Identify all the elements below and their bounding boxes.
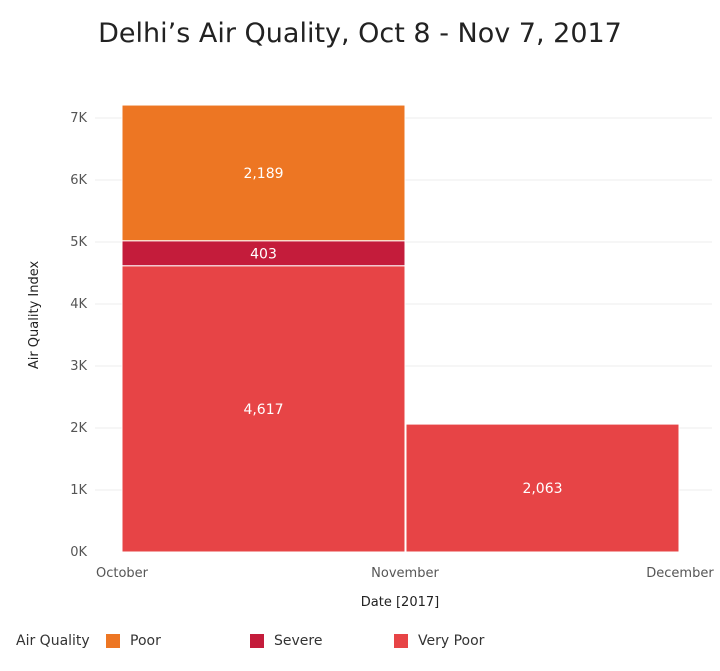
- bars: [121, 104, 680, 553]
- legend-swatch-poor: [106, 634, 120, 648]
- y-tick-label: 2K: [70, 421, 87, 436]
- chart-title: Delhi’s Air Quality, Oct 8 - Nov 7, 2017: [98, 18, 622, 49]
- y-axis-title: Air Quality Index: [27, 261, 42, 370]
- x-tick-label: November: [371, 566, 439, 581]
- bar-labels: 4,617 403 2,189 2,063: [243, 166, 562, 497]
- legend-label-poor: Poor: [130, 633, 161, 649]
- data-label: 4,617: [243, 402, 283, 418]
- data-label: 2,189: [243, 166, 283, 182]
- y-tick-label: 6K: [70, 173, 87, 188]
- bar-poor-october[interactable]: [121, 104, 406, 242]
- legend-label-severe: Severe: [274, 633, 323, 649]
- x-tick-label: October: [96, 566, 149, 581]
- legend: Air Quality Poor Severe Very Poor: [16, 630, 706, 654]
- x-tick-label: December: [646, 566, 714, 581]
- x-axis-title: Date [2017]: [361, 595, 439, 610]
- data-label: 403: [250, 246, 277, 262]
- legend-title: Air Quality: [16, 633, 90, 649]
- bar-very-poor-november[interactable]: [405, 423, 680, 553]
- y-tick-label: 3K: [70, 359, 87, 374]
- y-tick-label: 1K: [70, 483, 87, 498]
- legend-swatch-severe: [250, 634, 264, 648]
- y-tick-label: 5K: [70, 235, 87, 250]
- x-axis-ticks: October November December: [96, 566, 714, 581]
- bar-chart: 0K 1K 2K 3K 4K 5K 6K 7K October November December…: [27, 104, 714, 610]
- bar-severe-october[interactable]: [121, 240, 406, 267]
- y-tick-label: 4K: [70, 297, 87, 312]
- data-label: 2,063: [522, 481, 562, 497]
- y-tick-label: 7K: [70, 111, 87, 126]
- legend-swatch-very-poor: [394, 634, 408, 648]
- legend-label-very-poor: Very Poor: [418, 633, 485, 649]
- y-axis-ticks: 0K 1K 2K 3K 4K 5K 6K 7K: [70, 111, 87, 560]
- y-tick-label: 0K: [70, 545, 87, 560]
